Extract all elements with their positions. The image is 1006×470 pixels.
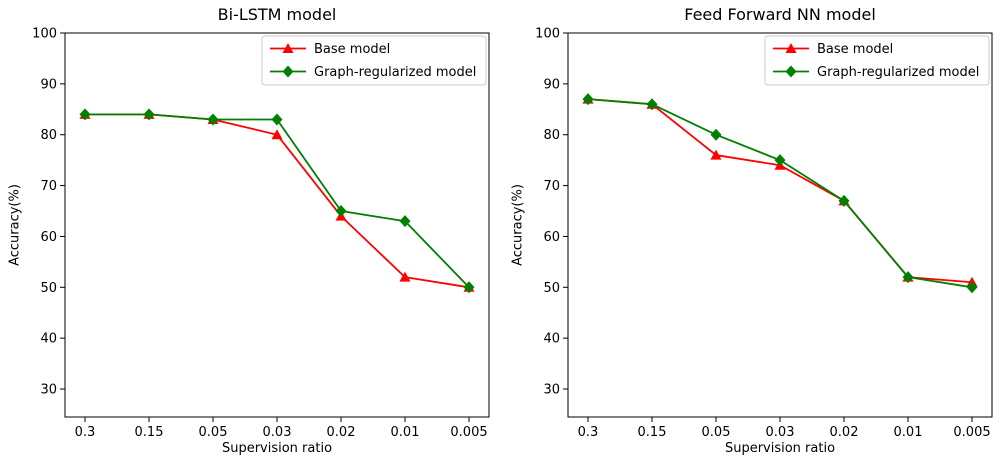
diamond-marker	[966, 281, 978, 294]
series-line-base-model	[84, 113, 470, 289]
diamond-marker	[774, 154, 786, 167]
x-tick-label: 0.005	[450, 425, 487, 440]
subplot-bilstm: 30 40 50 60 70 80 90 100 0.3 0.15 0.05 0.03 0.02 0.01…	[7, 5, 490, 456]
diamond-marker	[710, 128, 722, 141]
x-tick-label: 0.01	[391, 425, 420, 440]
y-tick-label: 30	[40, 383, 57, 398]
y-axis-label: Accuracy(%)	[7, 184, 23, 266]
triangle-up-marker	[282, 43, 294, 53]
chart-title: Bi-LSTM model	[217, 5, 337, 24]
diamond-marker	[463, 281, 475, 294]
y-tick-label: 40	[543, 332, 560, 347]
x-tick-label: 0.03	[766, 425, 795, 440]
diamond-marker	[79, 108, 91, 121]
diamond-marker	[335, 205, 347, 218]
chart-title: Feed Forward NN model	[684, 5, 876, 24]
legend: Base model Graph-regularized model	[261, 35, 487, 86]
triangle-up-marker	[399, 271, 411, 282]
chart-canvas-feedforward: 30 40 50 60 70 80 90 100 0.3 0.15 0.05 0.03 0.02 0.01…	[535, 27, 993, 440]
y-tick-label: 80	[40, 128, 57, 143]
triangle-up-marker	[785, 43, 797, 53]
legend: Base model Graph-regularized model	[764, 35, 990, 86]
y-tick-label: 100	[535, 27, 560, 42]
diamond-marker	[785, 65, 797, 78]
chart-canvas-bilstm: 30 40 50 60 70 80 90 100 0.3 0.15 0.05 0.03 0.02 0.01…	[32, 27, 490, 440]
x-tick-label: 0.02	[327, 425, 356, 440]
x-axis-label: Supervision ratio	[724, 441, 836, 456]
y-tick-label: 60	[543, 230, 560, 245]
subplot-feedforward: 30 40 50 60 70 80 90 100 0.3 0.15 0.05 0.03 0.02 0.01…	[503, 0, 1006, 470]
y-tick-label: 80	[543, 128, 560, 143]
legend-label: Graph-regularized model	[314, 65, 476, 80]
y-tick-label: 30	[543, 383, 560, 398]
diamond-marker	[646, 98, 658, 111]
y-tick-label: 60	[40, 230, 57, 245]
x-tick-label: 0.15	[135, 425, 164, 440]
legend-box	[261, 35, 487, 86]
y-tick-label: 90	[543, 77, 560, 92]
diamond-marker	[399, 215, 411, 228]
diamond-marker	[143, 108, 155, 121]
x-tick-label: 0.05	[702, 425, 731, 440]
x-axis-label: Supervision ratio	[221, 441, 333, 456]
plot-border	[64, 32, 490, 418]
x-tick-label: 0.3	[75, 425, 96, 440]
y-tick-label: 50	[40, 281, 57, 296]
diamond-marker	[902, 271, 914, 284]
y-tick-label: 40	[40, 332, 57, 347]
triangle-up-marker	[710, 149, 722, 160]
x-tick-label: 0.02	[830, 425, 859, 440]
series-line-graph-regularized-model	[84, 113, 470, 289]
x-tick-label: 0.15	[638, 425, 667, 440]
series-line-graph-regularized-model	[587, 98, 973, 289]
y-tick-label: 70	[40, 179, 57, 194]
legend-label: Base model	[314, 42, 390, 57]
legend-box	[764, 35, 990, 86]
y-tick-label: 50	[543, 281, 560, 296]
legend-label: Graph-regularized model	[817, 65, 979, 80]
diamond-marker	[282, 65, 294, 78]
y-tick-label: 70	[543, 179, 560, 194]
diamond-marker	[582, 93, 594, 106]
legend-label: Base model	[817, 42, 893, 57]
diamond-marker	[207, 113, 219, 126]
x-tick-label: 0.005	[953, 425, 990, 440]
diamond-marker	[838, 194, 850, 207]
x-tick-label: 0.03	[263, 425, 292, 440]
x-tick-label: 0.3	[578, 425, 599, 440]
y-axis-label: Accuracy(%)	[510, 184, 526, 266]
diamond-marker	[271, 113, 283, 126]
y-tick-label: 90	[40, 77, 57, 92]
triangle-up-marker	[271, 129, 283, 140]
x-tick-label: 0.01	[894, 425, 923, 440]
x-tick-label: 0.05	[199, 425, 228, 440]
y-tick-label: 100	[32, 27, 57, 42]
plot-border	[567, 32, 993, 418]
series-line-base-model	[587, 98, 973, 284]
